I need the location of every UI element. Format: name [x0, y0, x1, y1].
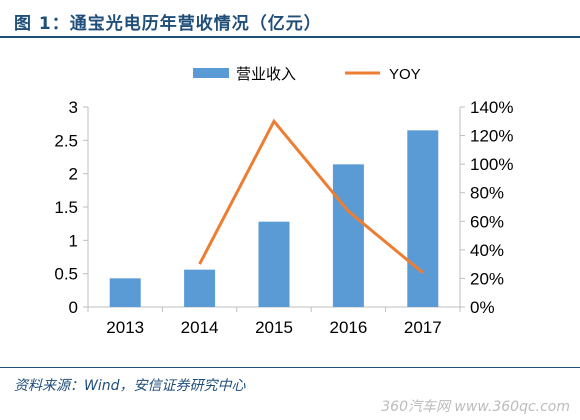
revenue-bar — [109, 278, 141, 307]
y-tick-label-left: 0.5 — [54, 265, 78, 284]
revenue-bar — [184, 269, 216, 307]
footer-divider — [0, 367, 580, 368]
y-tick-label-right: 80% — [470, 184, 504, 203]
header-divider — [0, 36, 580, 38]
x-tick-label: 2013 — [106, 318, 144, 337]
y-tick-label-right: 100% — [470, 155, 513, 174]
y-tick-label-right: 20% — [470, 269, 504, 288]
y-tick-label-right: 120% — [470, 127, 513, 146]
legend-swatch-revenue — [193, 68, 229, 78]
x-tick-label: 2014 — [181, 318, 219, 337]
figure-header: 图 1：通宝光电历年营收情况（亿元） — [0, 0, 580, 40]
x-tick-label: 2017 — [404, 318, 442, 337]
y-tick-label-left: 2 — [69, 165, 78, 184]
revenue-bar — [407, 130, 439, 307]
x-tick-label: 2016 — [329, 318, 367, 337]
figure-title: 图 1：通宝光电历年营收情况（亿元） — [14, 14, 322, 34]
y-tick-label-right: 140% — [470, 98, 513, 117]
y-tick-label-left: 3 — [69, 98, 78, 117]
y-tick-label-right: 60% — [470, 212, 504, 231]
legend-label-yoy: YOY — [389, 66, 421, 83]
yoy-line — [198, 118, 424, 274]
chart-legend: 营业收入 YOY — [193, 66, 421, 83]
watermark: 360汽车网 www.360qc.com — [381, 399, 570, 415]
y-tick-label-left: 2.5 — [54, 131, 78, 150]
y-tick-label-right: 40% — [470, 241, 504, 260]
legend-label-revenue: 营业收入 — [236, 66, 296, 83]
line-series — [198, 118, 424, 274]
y-tick-label-right: 0% — [470, 298, 495, 317]
source-note: 资料来源：Wind，安信证券研究中心 — [14, 378, 246, 394]
y-tick-label-left: 1.5 — [54, 198, 78, 217]
y-tick-label-left: 0 — [69, 298, 78, 317]
revenue-bar — [258, 221, 290, 307]
revenue-chart: 0 0.5 1 1.5 2 2.5 3 0% 20% 40% 60% 80% 100% 120% 140% 2… — [54, 66, 513, 337]
revenue-bar — [332, 164, 364, 307]
chart-axes: 0 0.5 1 1.5 2 2.5 3 0% 20% 40% 60% 80% 100% 120% 140% 2… — [54, 98, 513, 337]
y-tick-label-left: 1 — [69, 231, 78, 250]
bar-series — [109, 130, 439, 307]
x-tick-label: 2015 — [255, 318, 293, 337]
